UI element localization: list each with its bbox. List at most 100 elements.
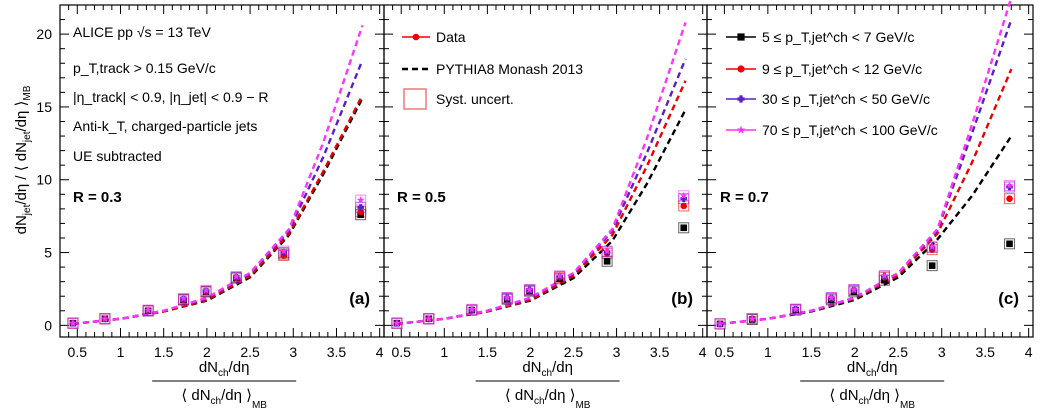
svg-text:⟨ dNch/dη ⟩MB: ⟨ dNch/dη ⟩MB <box>181 387 267 411</box>
model-curve-5-7 <box>719 135 1013 326</box>
radius-label: R = 0.7 <box>720 189 769 206</box>
legend-syst-box <box>403 88 427 110</box>
data-point-70-100 <box>279 246 288 255</box>
syst-box-9-12 <box>1004 193 1016 205</box>
y-axis-label: dNjet/dη / ⟨ dNjet/dη ⟩MB <box>13 85 33 234</box>
data-point-70-100 <box>69 319 77 327</box>
annotation-pt-track: p_T,track > 0.15 GeV/c <box>73 60 216 76</box>
svg-text:dNch/dη: dNch/dη <box>847 359 898 379</box>
x-axis-label: dNch/dη ⟨ dNch/dη ⟩MB <box>152 359 297 411</box>
legend-marker <box>412 33 420 41</box>
svg-text:dNch/dη: dNch/dη <box>522 359 573 379</box>
syst-box-70-100 <box>466 303 478 315</box>
syst-box-5-7 <box>1004 238 1016 250</box>
legend-range-label: 30 ≤ p_T,jet^ch < 50 GeV/c <box>762 91 930 107</box>
plot-frame <box>59 4 385 338</box>
legend-range-marker <box>737 33 745 41</box>
syst-box-70-100 <box>142 304 154 316</box>
model-curve-70-100 <box>72 25 364 326</box>
data-point-30-50 <box>680 195 688 202</box>
x-tick-label: 1 <box>764 344 772 360</box>
data-point-9-12 <box>1006 195 1013 202</box>
legend-range-marker <box>737 65 745 73</box>
data-point-5-7 <box>680 224 688 232</box>
legend-range-marker <box>736 125 746 134</box>
syst-box-70-100 <box>200 284 212 296</box>
x-tick-label: 1 <box>117 344 125 360</box>
data-point-70-100 <box>393 319 401 327</box>
x-tick-label: 2 <box>203 344 211 360</box>
radius-label: R = 0.5 <box>397 189 446 206</box>
syst-box-70-100 <box>67 317 79 329</box>
data-point-70-100 <box>928 242 937 251</box>
syst-box-70-100 <box>524 284 536 296</box>
data-point-70-100 <box>791 305 800 313</box>
syst-box-70-100 <box>99 313 111 325</box>
x-tick-label: 1.5 <box>478 344 498 360</box>
x-tick-label: 1 <box>440 344 448 360</box>
x-tick-label: 0.5 <box>68 344 88 360</box>
data-point-5-7 <box>603 257 611 265</box>
data-point-5-7 <box>1006 240 1013 248</box>
syst-box-70-100 <box>746 313 758 325</box>
svg-text:⟨ dNch/dη ⟩MB: ⟨ dNch/dη ⟩MB <box>829 387 915 411</box>
data-point-70-100 <box>202 286 210 294</box>
syst-box-70-100 <box>423 313 435 325</box>
data-point-70-100 <box>748 314 757 323</box>
x-tick-label: 2.5 <box>564 344 584 360</box>
data-point-70-100 <box>467 305 476 313</box>
x-tick-label: 2 <box>527 344 535 360</box>
x-tick-label: 3 <box>289 344 297 360</box>
x-tick-label: 3.5 <box>327 344 347 360</box>
syst-box-5-7 <box>926 260 938 272</box>
x-axis-label: dNch/dη ⟨ dNch/dη ⟩MB <box>475 359 620 411</box>
y-tick-label: 5 <box>44 245 52 261</box>
legend-label: Data <box>436 29 466 45</box>
data-point-70-100 <box>424 314 433 323</box>
x-tick-label: 0.5 <box>391 344 411 360</box>
x-tick-label: 4 <box>699 344 707 360</box>
x-axis-label: dNch/dη ⟨ dNch/dη ⟩MB <box>800 359 945 411</box>
x-tick-label: 3 <box>613 344 621 360</box>
model-curve-5-7 <box>396 109 687 326</box>
panel-a: 0.5 1 1.5 2 2.5 3 3.5 4 0 5 10 15 20 (a) R = 0.3 <box>36 4 385 360</box>
annotations: ALICE pp √s = 13 TeV p_T,track > 0.15 Ge… <box>73 24 269 164</box>
legend-range-marker <box>737 95 745 103</box>
model-curve-70-100 <box>719 0 1012 326</box>
y-tick-label: 20 <box>36 26 52 42</box>
data-point-9-12 <box>680 202 688 210</box>
data-point-70-100 <box>1005 181 1014 189</box>
annotation-ue: UE subtracted <box>73 148 162 164</box>
data-point-70-100 <box>525 285 534 294</box>
y-tick-label: 15 <box>36 99 52 115</box>
svg-text:⟨ dNch/dη ⟩MB: ⟨ dNch/dη ⟩MB <box>505 387 591 411</box>
syst-box-70-100 <box>1004 180 1016 192</box>
x-tick-label: 2 <box>851 344 859 360</box>
svg-text:dNch/dη: dNch/dη <box>199 359 250 379</box>
data-point-70-100 <box>144 305 153 314</box>
x-tick-label: 2.5 <box>889 344 909 360</box>
legend-range-label: 70 ≤ p_T,jet^ch < 100 GeV/c <box>762 122 938 138</box>
data-point-70-100 <box>603 246 612 255</box>
data-point-70-100 <box>232 272 241 280</box>
plot-frame <box>383 4 708 338</box>
panel-label: (c) <box>998 289 1019 308</box>
legend-data: Data PYTHIA8 Monash 2013 Syst. uncert. <box>402 29 583 110</box>
data-point-70-100 <box>356 196 365 204</box>
annotation-alice: ALICE pp √s = 13 TeV <box>73 24 211 40</box>
syst-box-70-100 <box>714 318 726 330</box>
syst-box-70-100 <box>790 303 802 315</box>
data-point-9-12 <box>357 208 364 216</box>
radius-label: R = 0.3 <box>73 189 122 206</box>
x-tick-label: 1.5 <box>154 344 174 360</box>
data-point-70-100 <box>503 293 512 302</box>
legend-label: PYTHIA8 Monash 2013 <box>436 61 583 77</box>
data-point-70-100 <box>827 293 836 302</box>
syst-box-5-7 <box>678 222 690 234</box>
model-curve-70-100 <box>396 22 687 326</box>
syst-box-70-100 <box>230 271 242 283</box>
x-tick-label: 4 <box>1025 344 1033 360</box>
data-point-70-100 <box>716 319 724 328</box>
x-tick-label: 4 <box>376 344 384 360</box>
x-tick-label: 2.5 <box>240 344 260 360</box>
